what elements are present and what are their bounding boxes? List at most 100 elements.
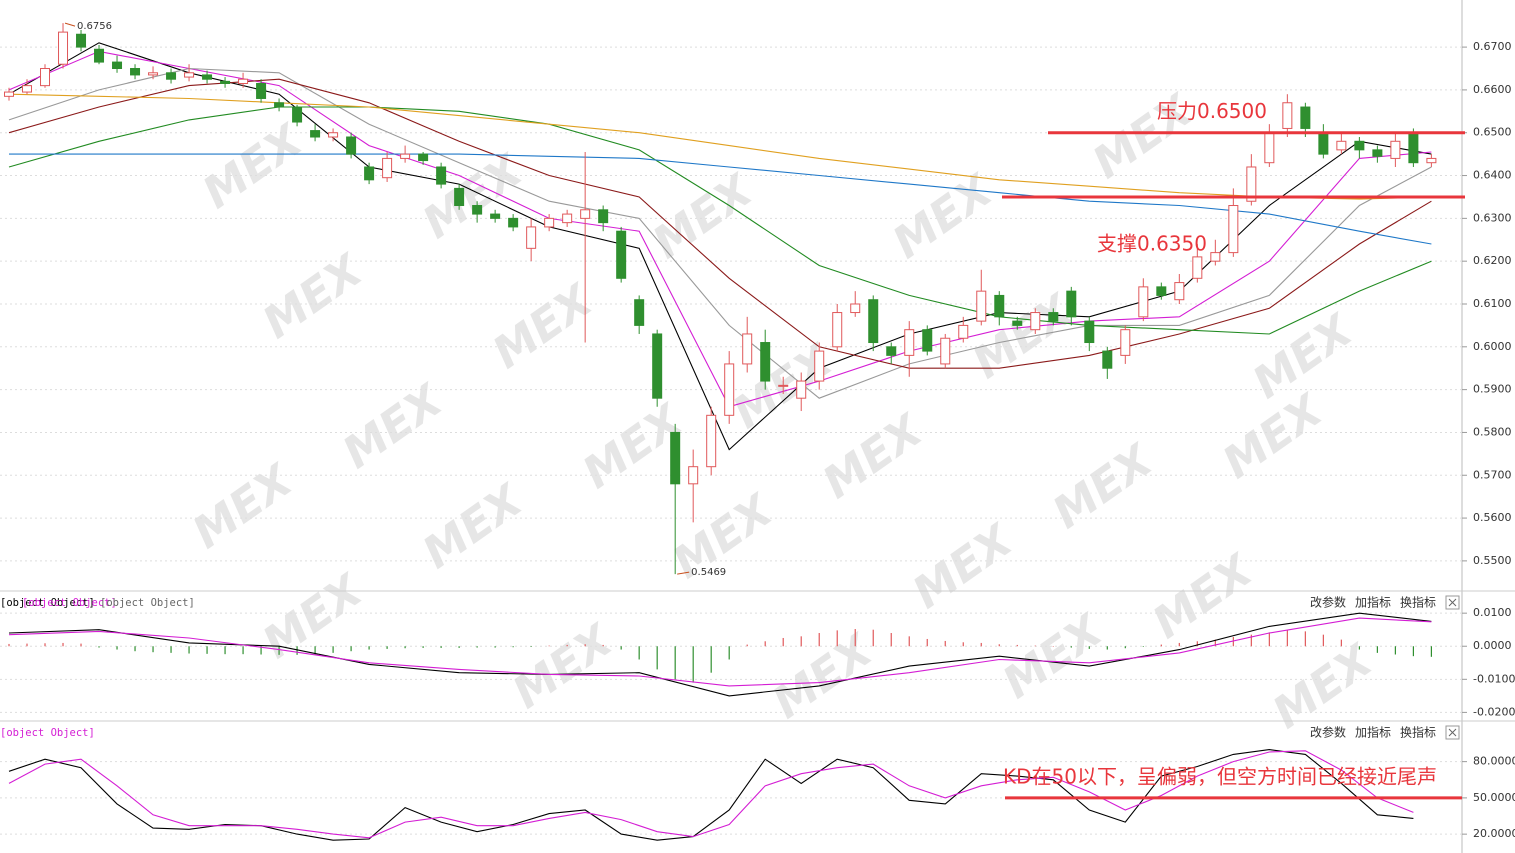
y-tick-label: 0.6100	[1473, 297, 1512, 310]
candle-body	[1156, 286, 1167, 296]
indicator-line	[8, 106, 1432, 335]
candle-body	[1390, 140, 1401, 159]
y-tick-label: 0.5600	[1473, 511, 1512, 524]
toolbar-button[interactable]: 换指标	[1400, 595, 1436, 610]
candle-body	[346, 136, 357, 155]
candle-body	[508, 217, 519, 228]
toolbar-button[interactable]: 改参数	[1310, 725, 1346, 740]
candle-body	[1354, 140, 1365, 151]
indicator-line	[8, 612, 1432, 697]
candle-body	[976, 290, 987, 322]
candle-body	[580, 209, 591, 219]
y-tick-label: 0.6500	[1473, 126, 1512, 139]
candle-body	[724, 363, 735, 416]
candle-body	[1138, 286, 1149, 318]
watermark: MEX	[254, 244, 373, 349]
candle-body	[1228, 205, 1239, 254]
watermark: MEX	[764, 624, 883, 729]
candle-body	[292, 106, 303, 123]
toolbar-button[interactable]: 加指标	[1355, 595, 1391, 610]
candle-body	[922, 329, 933, 352]
candle-body	[1282, 102, 1293, 129]
candle-body	[76, 33, 87, 48]
watermark: MEX	[904, 514, 1023, 619]
candle-body	[1120, 329, 1131, 356]
toolbar-button[interactable]: 改参数	[1310, 595, 1346, 610]
y-tick-label: 0.6300	[1473, 211, 1512, 224]
candle-body	[166, 72, 177, 80]
candle-body	[688, 466, 699, 485]
candle-body	[1336, 140, 1347, 151]
y-tick-label: 0.5700	[1473, 468, 1512, 481]
candle-body	[652, 333, 663, 399]
max-label: 0.6756	[77, 21, 112, 32]
candle-body	[1318, 132, 1329, 155]
candle-body	[130, 68, 141, 76]
indicator-line	[8, 749, 1414, 841]
candle-body	[148, 72, 159, 76]
watermark: MEX	[994, 604, 1113, 709]
candle-body	[40, 68, 51, 87]
toolbar-button[interactable]: 加指标	[1355, 725, 1391, 740]
candle-body	[4, 91, 15, 97]
candle-body	[886, 346, 897, 356]
min-label: 0.5469	[691, 567, 726, 578]
toolbar-button[interactable]: 换指标	[1400, 725, 1436, 740]
candle-body	[904, 329, 915, 356]
y-tick-label: 0.0100	[1473, 606, 1512, 619]
y-tick-label: 0.5800	[1473, 425, 1512, 438]
candle-body	[868, 299, 879, 344]
candle-body	[598, 209, 609, 224]
candle-body	[94, 48, 105, 63]
indicator-line	[8, 67, 1432, 399]
indicator-line	[8, 42, 1432, 451]
watermark: MEX	[414, 474, 533, 579]
watermark: MEX	[884, 164, 1003, 269]
candle-body	[706, 414, 717, 468]
candle-body	[1174, 282, 1185, 301]
candle-body	[238, 78, 249, 84]
watermark: MEX	[184, 454, 303, 559]
candle-body	[1102, 350, 1113, 369]
candle-body	[670, 431, 681, 485]
y-tick-label: 0.0000	[1473, 639, 1512, 652]
candle-body	[742, 333, 753, 365]
min-pointer	[677, 571, 690, 575]
candle-body	[1012, 320, 1023, 326]
annotation-text: 支撑0.6350	[1097, 231, 1207, 255]
close-icon	[1448, 598, 1457, 607]
candle-body	[814, 350, 825, 382]
watermark: MEX	[1264, 634, 1383, 739]
y-tick-label: 80.0000	[1473, 755, 1515, 768]
candle-body	[328, 132, 339, 138]
legend-entry: [object Object]	[22, 597, 117, 609]
candle-body	[832, 312, 843, 348]
y-tick-label: 50.0000	[1473, 791, 1515, 804]
indicator-line	[9, 153, 1432, 245]
candle-body	[274, 102, 285, 108]
close-icon	[1448, 728, 1457, 737]
y-tick-label: 0.6600	[1473, 83, 1512, 96]
watermark: MEX	[1044, 434, 1163, 539]
candle-body	[454, 187, 465, 207]
candle-body	[1066, 290, 1077, 318]
candle-body	[22, 85, 33, 93]
candle-body	[544, 217, 555, 228]
y-tick-label: 20.0000	[1473, 827, 1515, 840]
y-tick-label: 0.5900	[1473, 383, 1512, 396]
candle-body	[1210, 252, 1221, 262]
candle-body	[490, 213, 501, 219]
candle-body	[958, 324, 969, 339]
candle-body	[364, 166, 375, 181]
candle-body	[562, 213, 573, 224]
candle-body	[1426, 157, 1437, 164]
candle-body	[1246, 166, 1257, 202]
watermark: MEX	[194, 114, 313, 219]
candle-body	[616, 230, 627, 279]
y-tick-label: 0.6000	[1473, 340, 1512, 353]
candle-body	[310, 130, 321, 138]
watermark: MEX	[414, 144, 533, 249]
candle-body	[202, 74, 213, 80]
candle-body	[1030, 312, 1041, 331]
